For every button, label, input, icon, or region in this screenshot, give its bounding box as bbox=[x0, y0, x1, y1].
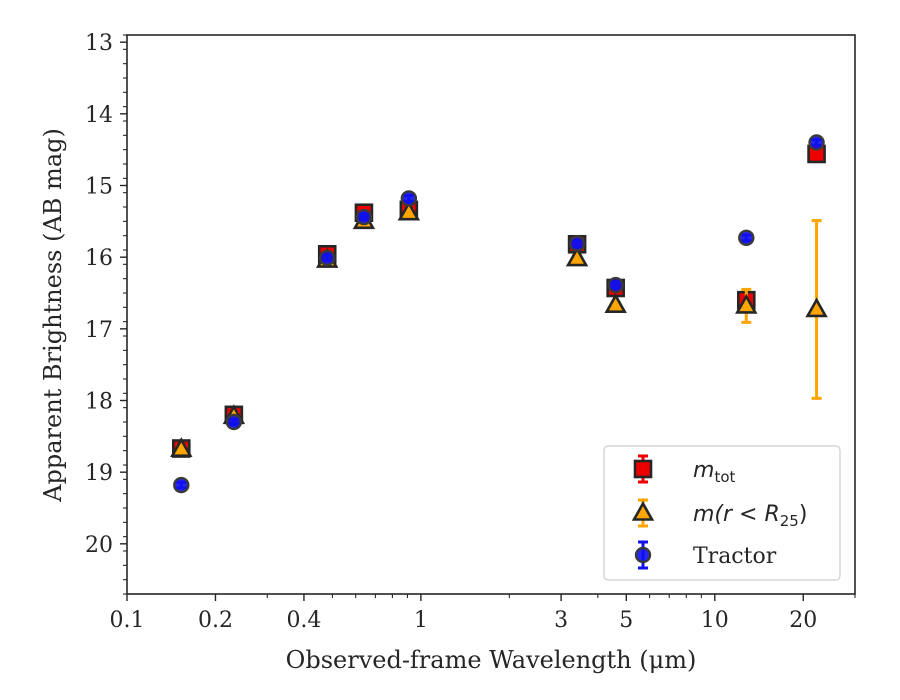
legend-entry-triangle: m(r < R25) bbox=[631, 498, 807, 530]
legend-entry-circle: Tractor bbox=[634, 540, 777, 570]
y-tick-label-7: 20 bbox=[85, 533, 113, 558]
y-tick-label-5: 18 bbox=[85, 390, 113, 415]
point-triangle-5 bbox=[565, 246, 589, 267]
legend-label-square: mtot bbox=[693, 458, 735, 486]
point-circle-4 bbox=[400, 190, 418, 207]
x-tick-label-0: 0.1 bbox=[110, 608, 145, 633]
x-tick-label-6: 10 bbox=[701, 608, 729, 633]
point-circle-3 bbox=[355, 208, 373, 226]
y-tick-label-4: 17 bbox=[85, 318, 113, 343]
point-circle-0 bbox=[173, 476, 190, 494]
y-tick-label-6: 19 bbox=[85, 461, 113, 486]
y-axis-ticks: 13 14 15 16 17 18 19 20 bbox=[85, 31, 127, 595]
point-triangle-8 bbox=[805, 297, 828, 318]
legend-marker-square bbox=[633, 459, 653, 479]
plot-frame bbox=[126, 34, 856, 595]
point-circle-7 bbox=[738, 229, 755, 247]
x-tick-label-4: 3 bbox=[554, 608, 568, 633]
point-circle-2 bbox=[319, 249, 336, 267]
legend-marker-circle bbox=[634, 546, 652, 564]
point-circle-5 bbox=[568, 235, 586, 252]
series-circle bbox=[173, 134, 825, 494]
x-tick-label-1: 0.2 bbox=[198, 608, 233, 633]
y-axis-label: Apparent Brightness (AB mag) bbox=[39, 128, 67, 503]
legend-label-triangle: m(r < R25) bbox=[693, 502, 807, 530]
legend-label-circle: Tractor bbox=[693, 544, 777, 569]
legend: mtot m(r < R25) Tractor bbox=[603, 445, 841, 581]
x-tick-label-2: 0.4 bbox=[286, 608, 321, 633]
point-triangle-0 bbox=[170, 437, 193, 458]
point-circle-6 bbox=[607, 276, 624, 294]
legend-marker-triangle bbox=[631, 500, 655, 521]
x-axis-ticks: 0.1 0.2 0.4 1 3 5 10 20 bbox=[110, 594, 856, 633]
point-circle-1 bbox=[225, 413, 243, 431]
data-marks bbox=[170, 134, 828, 494]
point-triangle-7 bbox=[735, 293, 758, 314]
y-tick-label-3: 16 bbox=[85, 246, 113, 271]
point-circle-8 bbox=[808, 134, 825, 151]
x-tick-label-7: 20 bbox=[789, 608, 817, 633]
x-axis-label: Observed-frame Wavelength (μm) bbox=[286, 646, 697, 674]
y-tick-label-0: 13 bbox=[85, 31, 113, 56]
legend-box bbox=[603, 445, 841, 581]
y-tick-label-2: 15 bbox=[85, 175, 113, 200]
legend-entry-square: mtot bbox=[633, 454, 735, 486]
x-tick-label-3: 1 bbox=[414, 608, 428, 633]
point-triangle-4 bbox=[397, 200, 421, 221]
point-triangle-6 bbox=[604, 293, 627, 313]
y-tick-label-1: 14 bbox=[85, 103, 113, 128]
x-tick-label-5: 5 bbox=[619, 608, 633, 633]
